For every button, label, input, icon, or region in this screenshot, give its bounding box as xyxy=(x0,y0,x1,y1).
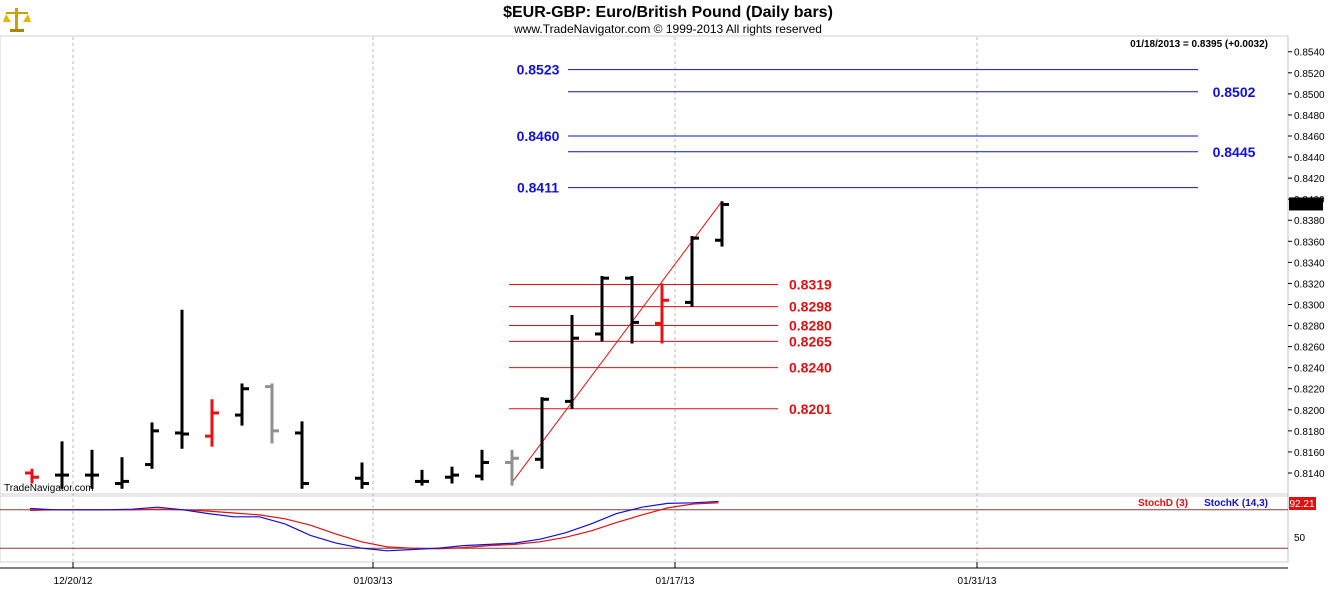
y-tick-label: 0.8240 xyxy=(1294,364,1325,375)
y-tick-label: 0.8220 xyxy=(1294,385,1325,396)
retracement-label: 0.8240 xyxy=(789,360,832,376)
y-tick-label: 0.8420 xyxy=(1294,174,1325,185)
last-info: 01/18/2013 = 0.8395 (+0.0032) xyxy=(1130,39,1268,50)
y-tick-label: 0.8320 xyxy=(1294,279,1325,290)
y-tick-label: 0.8280 xyxy=(1294,322,1325,333)
retracement-label: 0.8298 xyxy=(789,299,832,315)
retracement-label: 0.8201 xyxy=(789,401,832,417)
y-tick-label: 0.8340 xyxy=(1294,258,1325,269)
y-tick-label: 0.8260 xyxy=(1294,343,1325,354)
watermark: TradeNavigator.com xyxy=(4,483,94,494)
stoch-panel xyxy=(0,495,1289,563)
x-tick-label: 01/03/13 xyxy=(354,576,393,587)
x-tick-label: 12/20/12 xyxy=(54,576,93,587)
last-price-box xyxy=(1289,197,1323,211)
fib-level-label: 0.8523 xyxy=(517,62,560,78)
y-tick-label: 0.8300 xyxy=(1294,300,1325,311)
y-tick-label: 0.8140 xyxy=(1294,469,1325,480)
fib-level-label: 0.8411 xyxy=(517,180,559,196)
last-price-label: 0.8395 xyxy=(1291,199,1322,210)
y-tick-label: 0.8200 xyxy=(1294,406,1325,417)
retracement-label: 0.8280 xyxy=(789,318,832,334)
retracement-label: 0.8265 xyxy=(789,333,832,349)
date-axis xyxy=(0,568,1288,594)
y-tick-label: 0.8540 xyxy=(1294,48,1325,59)
y-tick-label: 0.8520 xyxy=(1294,69,1325,80)
retracement-label: 0.8319 xyxy=(789,276,832,292)
scales-icon xyxy=(3,8,31,32)
y-tick-label: 0.8160 xyxy=(1294,448,1325,459)
y-tick-label: 0.8360 xyxy=(1294,237,1325,248)
stoch-last-box xyxy=(1289,497,1316,510)
fib-level-label: 0.8460 xyxy=(517,128,560,144)
x-tick-label: 01/31/13 xyxy=(958,576,997,587)
stoch-d-line xyxy=(29,502,719,550)
y-tick-label: 0.8460 xyxy=(1294,132,1325,143)
y-tick-label: 0.8500 xyxy=(1294,90,1325,101)
trend-line xyxy=(511,200,723,483)
price-panel xyxy=(0,35,1289,495)
stoch-k-legend: StochK (14,3) xyxy=(1204,498,1268,509)
chart-title: $EUR-GBP: Euro/British Pound (Daily bars… xyxy=(503,4,833,21)
stoch-last-value: 92.21 xyxy=(1289,499,1314,510)
fib-level-label: 0.8502 xyxy=(1213,84,1256,100)
fib-level-label: 0.8445 xyxy=(1213,144,1256,160)
stoch-k-line xyxy=(29,500,719,552)
y-tick-label: 0.8440 xyxy=(1294,153,1325,164)
stoch-d-legend: StochD (3) xyxy=(1138,498,1188,509)
y-tick-label: 0.8180 xyxy=(1294,427,1325,438)
chart-subtitle: www.TradeNavigator.com © 1999-2013 All r… xyxy=(513,22,822,36)
y-tick-label: 0.8380 xyxy=(1294,216,1325,227)
y-tick-label: 0.8480 xyxy=(1294,111,1325,122)
stoch-tick-50: 50 xyxy=(1294,533,1306,544)
x-tick-label: 01/17/13 xyxy=(656,576,695,587)
